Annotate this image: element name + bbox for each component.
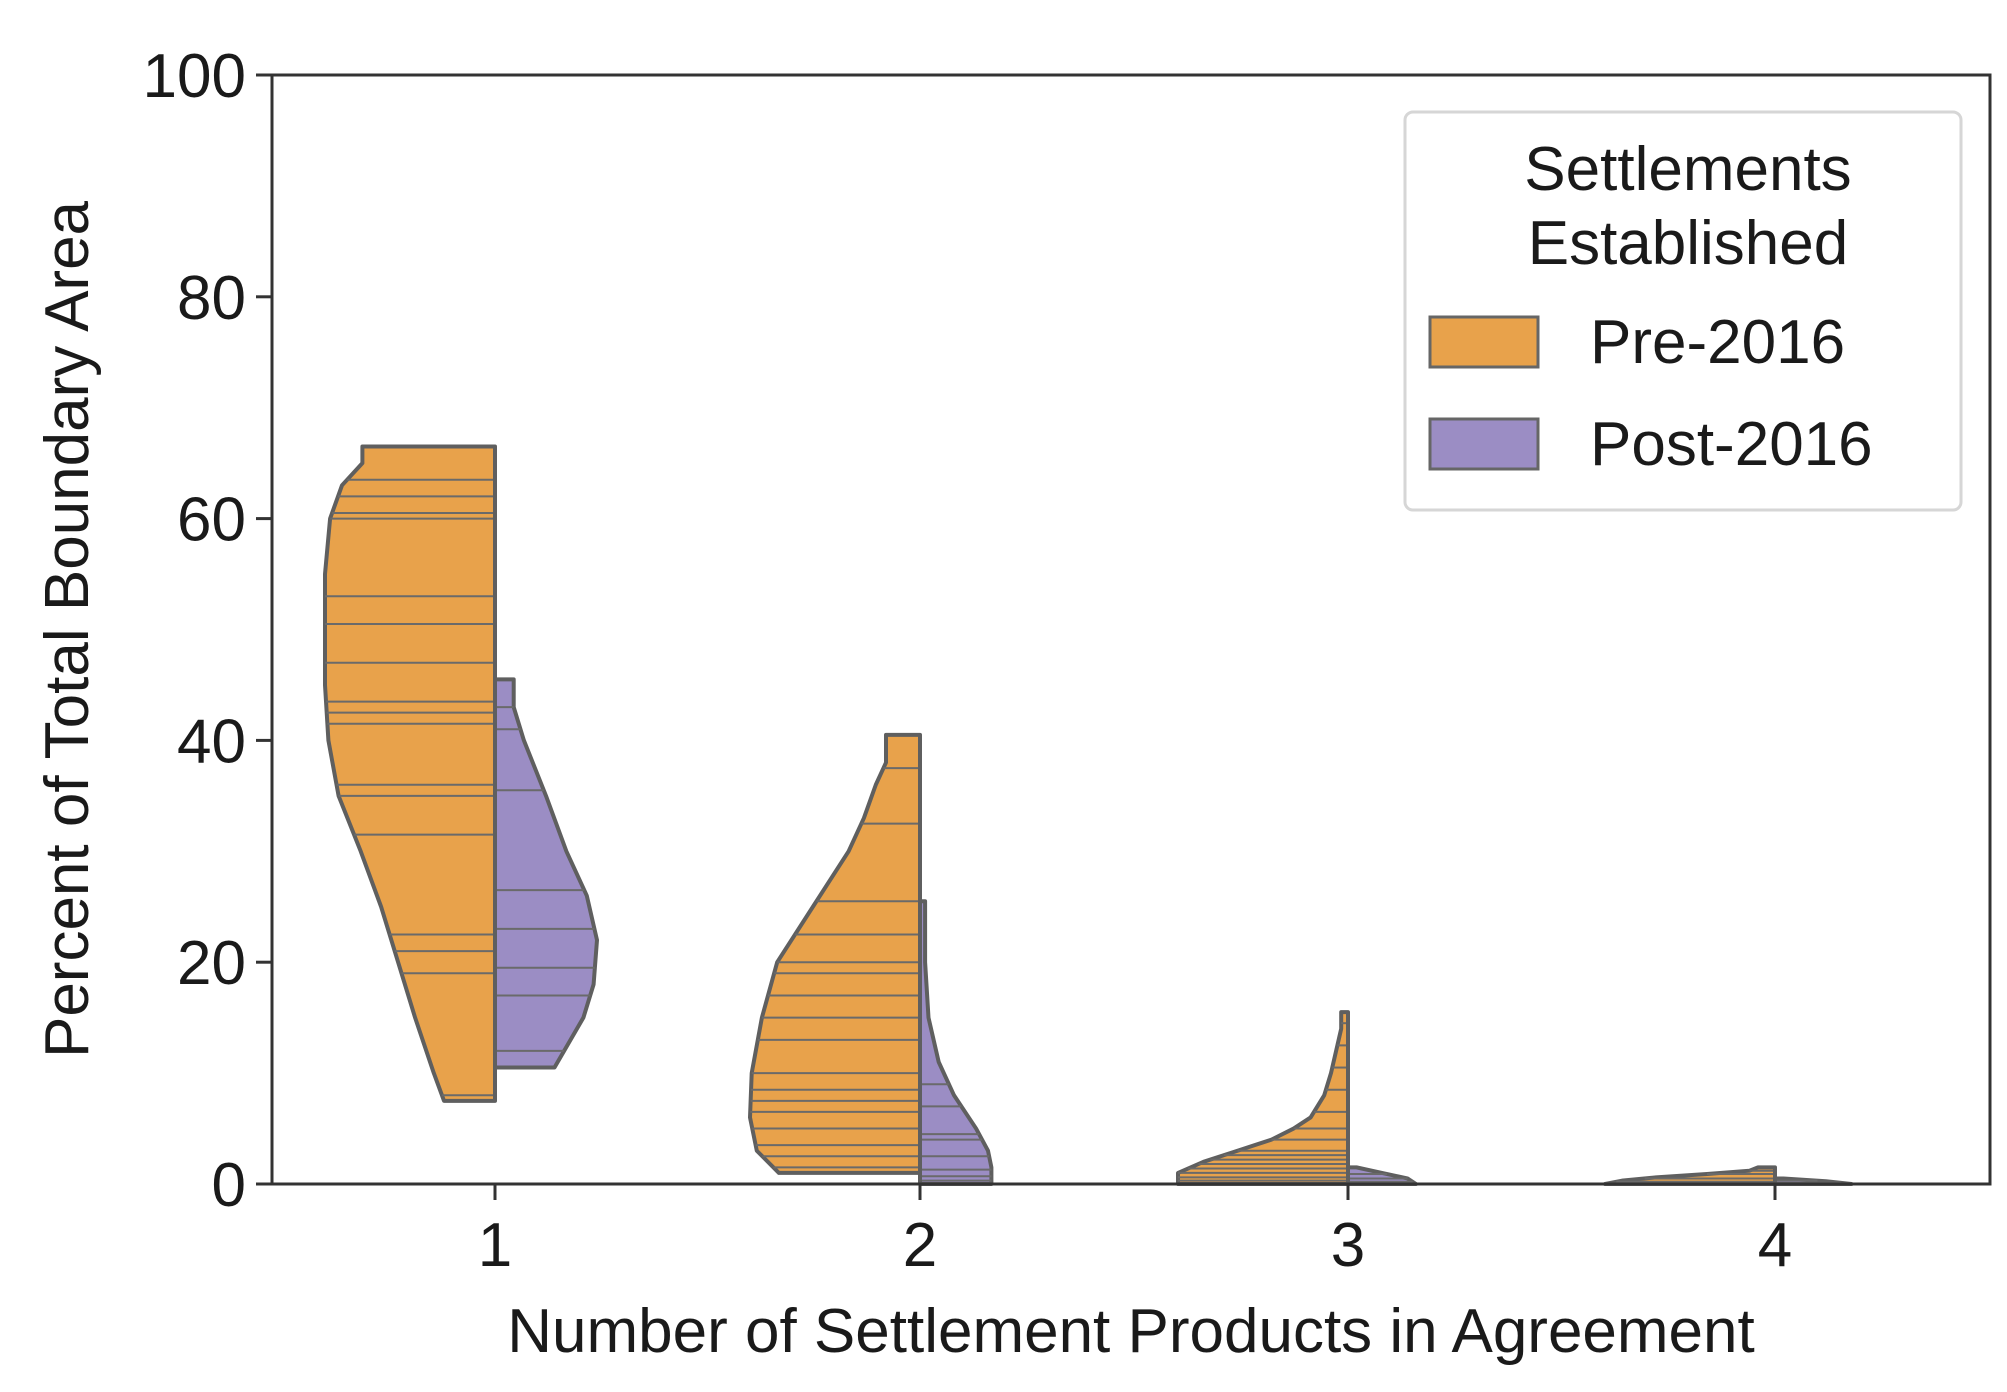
x-tick-label: 2 bbox=[903, 1211, 937, 1280]
x-tick-label: 1 bbox=[478, 1211, 512, 1280]
legend-box bbox=[1403, 110, 1963, 512]
y-tick-label: 100 bbox=[143, 42, 246, 111]
legend-label-pre-2016: Pre-2016 bbox=[1590, 308, 1845, 377]
x-tick-label: 3 bbox=[1331, 1211, 1365, 1280]
plot-frame bbox=[270, 73, 1992, 1186]
legend-label-post-2016: Post-2016 bbox=[1590, 410, 1873, 479]
violin-marks bbox=[323, 444, 1854, 1186]
violin-pre-2016-cat-2 bbox=[748, 732, 922, 1175]
legend-title-line-1: Settlements bbox=[1524, 135, 1851, 204]
violin-pre-2016-cat-3 bbox=[1176, 1010, 1350, 1186]
y-tick-label: 20 bbox=[177, 929, 246, 998]
y-tick-label: 80 bbox=[177, 264, 246, 333]
legend-title-line-2: Established bbox=[1528, 209, 1849, 278]
legend-swatch-pre-2016 bbox=[1428, 315, 1540, 369]
legend-swatch-post-2016 bbox=[1428, 417, 1540, 471]
x-axis-title: Number of Settlement Products in Agreeme… bbox=[507, 1297, 1755, 1366]
legend: Settlements Established Pre-2016 Post-20… bbox=[1403, 110, 1963, 512]
y-axis-title: Percent of Total Boundary Area bbox=[33, 200, 102, 1058]
x-tick-label: 4 bbox=[1758, 1211, 1792, 1280]
violin-post-2016-cat-1 bbox=[493, 677, 599, 1070]
y-tick-label: 40 bbox=[177, 707, 246, 776]
axis-ticks: 0 20 40 60 80 100 1 2 3 4 bbox=[143, 42, 1793, 1280]
y-tick-label: 0 bbox=[212, 1151, 246, 1220]
y-tick-label: 60 bbox=[177, 486, 246, 555]
